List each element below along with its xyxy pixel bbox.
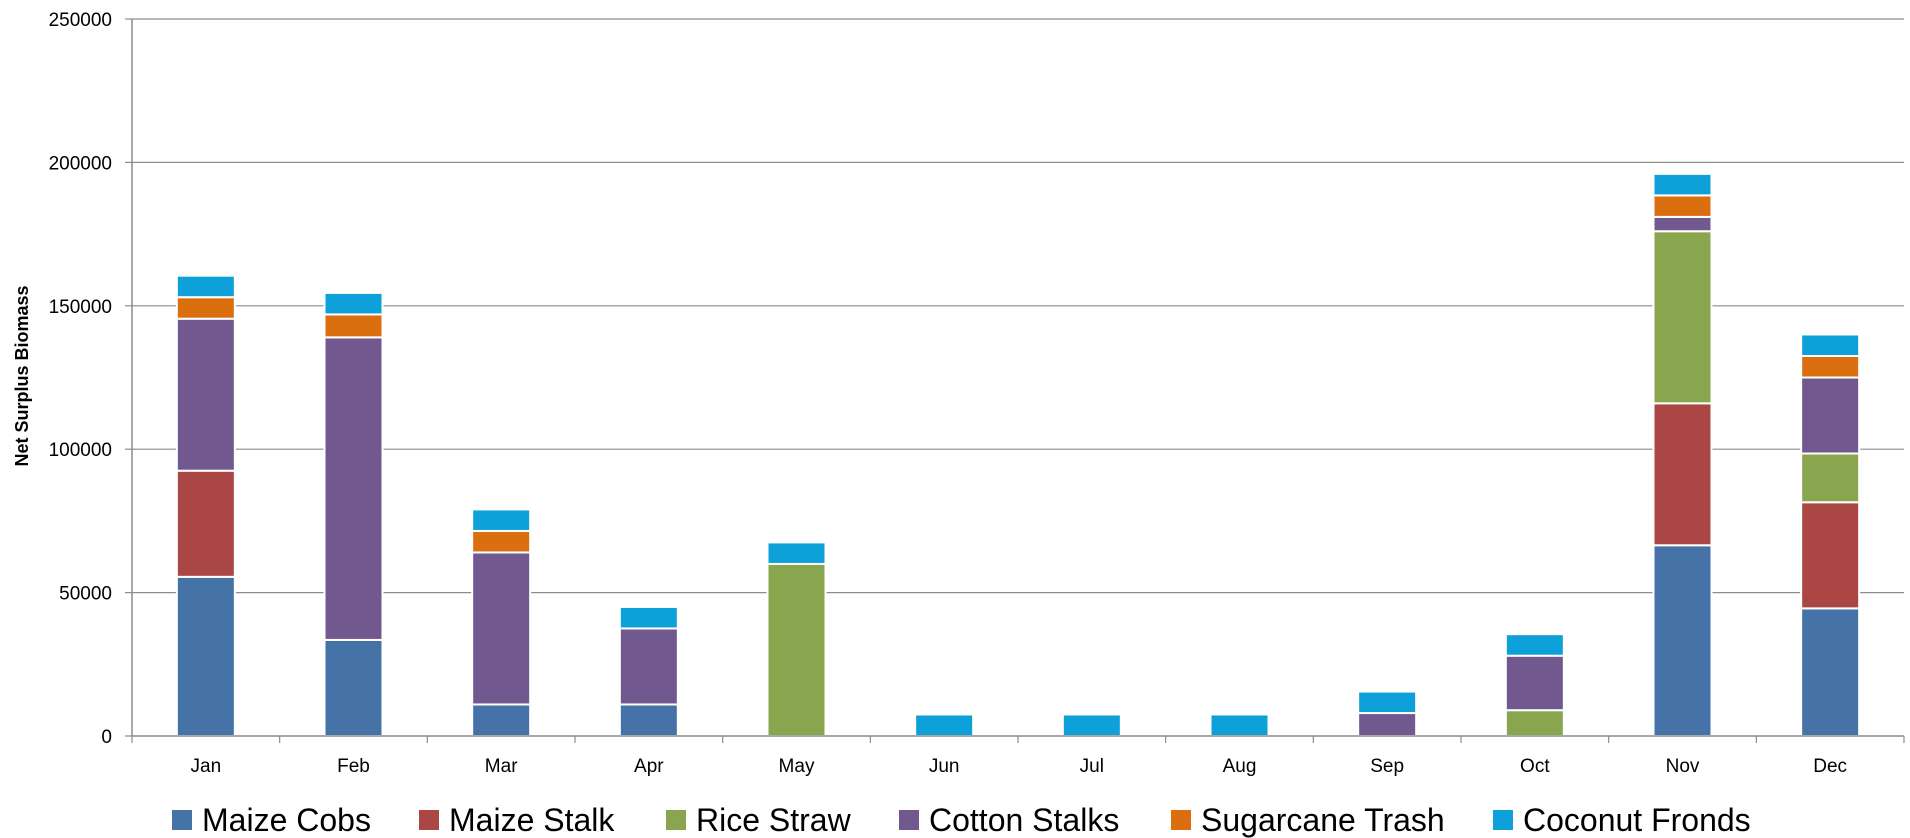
legend-label: Coconut Fronds bbox=[1523, 802, 1751, 838]
legend-swatch bbox=[419, 810, 439, 830]
legend-swatch bbox=[666, 810, 686, 830]
bar-segment-cotton-stalks bbox=[1357, 712, 1418, 738]
bar-segment-maize-cobs bbox=[175, 575, 236, 737]
x-axis-ticks: Jan Feb Mar Apr May Jun Jul Aug Sep Oct Nov Dec bbox=[131, 736, 1905, 777]
bar-segment-maize-stalk bbox=[1652, 402, 1713, 547]
gridlines bbox=[132, 18, 1904, 594]
x-tick-label: Jun bbox=[929, 756, 960, 777]
bar-segment-coconut-fronds bbox=[1209, 713, 1270, 737]
y-tick-label: 100000 bbox=[49, 440, 112, 461]
bar-segment-coconut-fronds bbox=[1800, 333, 1861, 357]
legend-label: Maize Cobs bbox=[202, 802, 371, 838]
y-tick-label: 250000 bbox=[49, 10, 112, 31]
x-tick-label: Nov bbox=[1666, 756, 1700, 777]
bar-segment-coconut-fronds bbox=[323, 291, 384, 316]
bar-segment-cotton-stalks bbox=[1652, 215, 1713, 233]
bar-segment-maize-cobs bbox=[323, 638, 384, 737]
bar-segment-coconut-fronds bbox=[1061, 713, 1122, 737]
legend: Maize Cobs Maize Stalk Rice Straw Cotton St… bbox=[172, 802, 1751, 838]
bar-segment-coconut-fronds bbox=[175, 274, 236, 299]
x-tick-label: May bbox=[779, 756, 815, 777]
legend-label: Rice Straw bbox=[696, 802, 852, 838]
x-tick-label: Oct bbox=[1520, 756, 1550, 777]
bar-segment-cotton-stalks bbox=[618, 627, 679, 706]
bar-segment-maize-cobs bbox=[1800, 607, 1861, 738]
bar-segment-coconut-fronds bbox=[766, 541, 827, 565]
bar-segment-rice-straw bbox=[1504, 709, 1565, 737]
axes bbox=[131, 19, 1904, 737]
bars bbox=[175, 172, 1861, 738]
y-axis-label: Net Surplus Biomass bbox=[12, 285, 32, 466]
bar-segment-cotton-stalks bbox=[471, 551, 532, 706]
y-axis-ticks: 0 50000 100000 150000 200000 250000 bbox=[49, 10, 132, 748]
bar-segment-sugarcane-trash bbox=[1800, 354, 1861, 379]
bar-segment-sugarcane-trash bbox=[323, 313, 384, 339]
x-tick-label: Jan bbox=[191, 756, 222, 777]
legend-label: Cotton Stalks bbox=[929, 802, 1119, 838]
bar-segment-cotton-stalks bbox=[1504, 654, 1565, 712]
x-tick-label: Apr bbox=[634, 756, 664, 777]
bar-segment-rice-straw bbox=[1652, 230, 1713, 405]
x-tick-label: Aug bbox=[1223, 756, 1257, 777]
bar-segment-cotton-stalks bbox=[1800, 376, 1861, 455]
bar-segment-cotton-stalks bbox=[323, 336, 384, 641]
legend-swatch bbox=[1493, 810, 1513, 830]
bar-segment-maize-cobs bbox=[618, 703, 679, 738]
legend-swatch bbox=[1171, 810, 1191, 830]
x-tick-label: Mar bbox=[485, 756, 518, 777]
y-tick-label: 200000 bbox=[49, 153, 112, 174]
legend-swatch bbox=[899, 810, 919, 830]
bar-segment-maize-cobs bbox=[1652, 544, 1713, 738]
bar-segment-coconut-fronds bbox=[1357, 690, 1418, 715]
y-tick-label: 150000 bbox=[49, 297, 112, 318]
bar-segment-cotton-stalks bbox=[175, 317, 236, 472]
bar-segment-coconut-fronds bbox=[471, 508, 532, 532]
bar-segment-coconut-fronds bbox=[618, 605, 679, 630]
legend-label: Sugarcane Trash bbox=[1201, 802, 1445, 838]
bar-segment-rice-straw bbox=[1800, 452, 1861, 504]
bar-segment-sugarcane-trash bbox=[471, 529, 532, 554]
legend-label: Maize Stalk bbox=[449, 802, 615, 838]
bar-segment-maize-stalk bbox=[1800, 501, 1861, 610]
x-tick-label: Feb bbox=[337, 756, 370, 777]
bar-segment-coconut-fronds bbox=[914, 713, 975, 737]
legend-swatch bbox=[172, 810, 192, 830]
y-tick-label: 50000 bbox=[59, 584, 112, 605]
bar-segment-maize-cobs bbox=[471, 703, 532, 738]
y-tick-label: 0 bbox=[101, 727, 112, 748]
bar-segment-coconut-fronds bbox=[1652, 172, 1713, 197]
x-tick-label: Jul bbox=[1080, 756, 1104, 777]
bar-segment-sugarcane-trash bbox=[175, 296, 236, 320]
bar-segment-rice-straw bbox=[766, 562, 827, 737]
bar-segment-maize-stalk bbox=[175, 469, 236, 578]
x-tick-label: Dec bbox=[1813, 756, 1847, 777]
bar-segment-sugarcane-trash bbox=[1652, 194, 1713, 218]
bar-segment-coconut-fronds bbox=[1504, 633, 1565, 657]
x-tick-label: Sep bbox=[1370, 756, 1404, 777]
